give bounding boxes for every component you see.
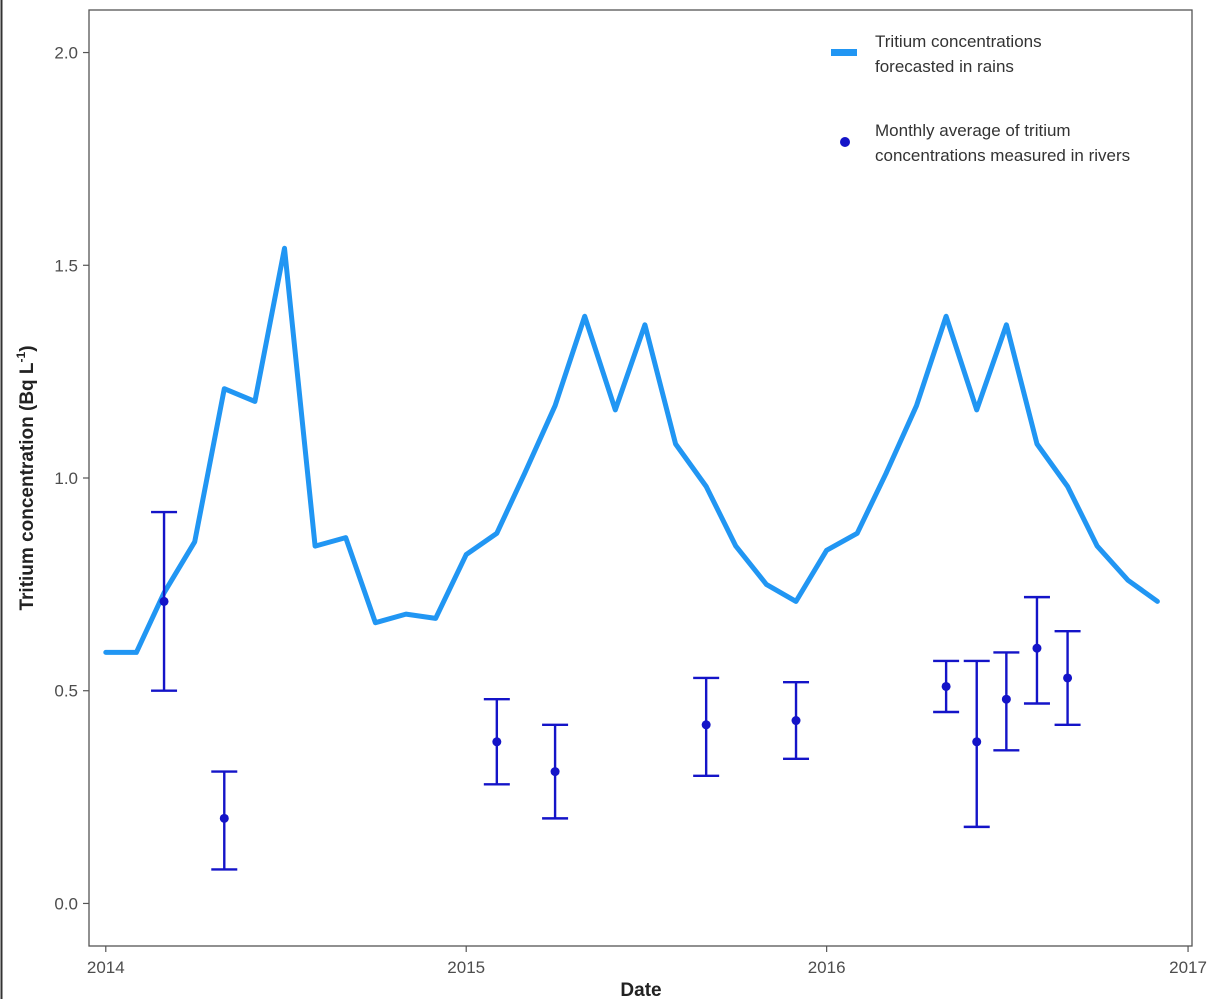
- river-measurement: [1054, 629, 1081, 726]
- data-point: [550, 767, 560, 777]
- y-tick-label: 2.0: [54, 44, 78, 63]
- legend-label-points: Monthly average of tritium concentration…: [875, 121, 1130, 165]
- river-measurement: [693, 676, 720, 778]
- forecast-rain-line: [103, 245, 1160, 655]
- y-tick-label: 1.5: [54, 256, 78, 275]
- river-measurement: [783, 681, 810, 760]
- x-axis-ticks: 2014 2015 2016 2017: [87, 946, 1207, 977]
- x-tick-label: 2014: [87, 958, 125, 977]
- x-tick-label: 2015: [447, 958, 485, 977]
- legend-label-points-1: Monthly average of tritium: [875, 121, 1071, 140]
- data-point: [791, 716, 801, 726]
- river-measurement: [933, 659, 960, 714]
- data-point: [219, 813, 229, 823]
- legend-label-line-1: Tritium concentrations: [875, 32, 1042, 51]
- river-measurement: [542, 723, 569, 820]
- y-tick-label: 0.5: [54, 682, 78, 701]
- data-point: [972, 737, 982, 747]
- y-tick-label: 1.0: [54, 469, 78, 488]
- series-layer: [103, 245, 1160, 871]
- data-point: [941, 681, 951, 691]
- x-tick-label: 2017: [1169, 958, 1207, 977]
- legend-label-points-2: concentrations measured in rivers: [875, 146, 1130, 165]
- river-measurement: [151, 510, 178, 692]
- data-point: [492, 737, 502, 747]
- river-measurement: [963, 659, 990, 829]
- river-measurement: [483, 698, 510, 786]
- legend-label-line: Tritium concentrations forecasted in rai…: [875, 32, 1046, 76]
- y-axis-title-suffix: ): [17, 345, 38, 351]
- data-point: [1063, 673, 1073, 683]
- y-axis-ticks: 0.0 0.5 1.0 1.5 2.0: [54, 44, 89, 913]
- legend-key-line: [831, 49, 857, 56]
- data-point: [701, 720, 711, 730]
- y-axis-title-superscript: -1: [14, 351, 28, 362]
- x-tick-label: 2016: [808, 958, 846, 977]
- river-measurement: [211, 770, 238, 871]
- legend-key-point: [840, 137, 850, 147]
- data-point: [1001, 694, 1011, 704]
- data-point: [1032, 643, 1042, 653]
- river-measurement: [1023, 595, 1050, 705]
- y-axis-title-text: Tritium concentration (Bq L: [17, 362, 38, 610]
- legend-label-line-2: forecasted in rains: [875, 57, 1014, 76]
- river-measurement: [993, 651, 1020, 752]
- y-tick-label: 0.0: [54, 894, 78, 913]
- legend: Tritium concentrations forecasted in rai…: [831, 32, 1130, 165]
- data-point: [159, 596, 169, 606]
- y-axis-title: Tritium concentration (Bq L-1): [14, 345, 38, 610]
- x-axis-title: Date: [620, 980, 661, 999]
